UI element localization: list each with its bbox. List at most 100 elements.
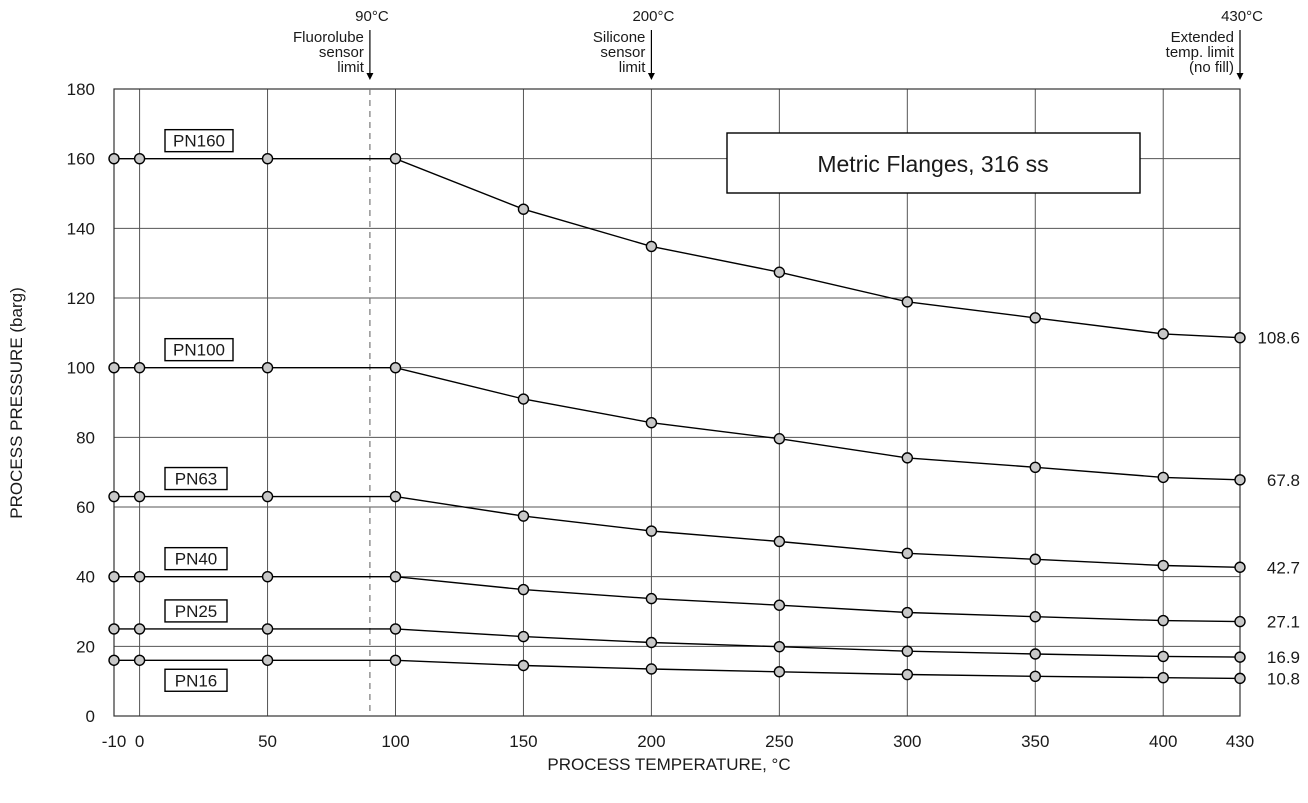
data-point bbox=[1157, 471, 1169, 484]
data-point bbox=[108, 654, 120, 666]
data-point bbox=[773, 266, 786, 278]
axes: -10 0 50 100 150 200 250 300 350 400 430 0 20 40 60 80 1… bbox=[67, 80, 1255, 751]
data-point bbox=[108, 570, 120, 583]
data-point bbox=[517, 630, 530, 643]
limit-description-label: sensor bbox=[600, 44, 645, 61]
data-point bbox=[901, 606, 914, 619]
data-point bbox=[1157, 614, 1169, 627]
x-tick-label: 0 bbox=[135, 732, 144, 751]
x-tick-label: 150 bbox=[509, 732, 537, 751]
limit-description-label: Extended bbox=[1171, 29, 1234, 46]
data-point bbox=[517, 393, 530, 405]
data-point bbox=[517, 510, 530, 522]
series-label: PN25 bbox=[175, 602, 218, 621]
series-line bbox=[114, 576, 1241, 623]
data-point bbox=[1234, 672, 1246, 685]
x-tick-label: 400 bbox=[1149, 732, 1177, 751]
data-point bbox=[1029, 312, 1041, 324]
series-end-value-label: 108.6 bbox=[1257, 329, 1300, 348]
data-point bbox=[645, 663, 658, 675]
data-point bbox=[389, 152, 402, 165]
y-tick-label: 20 bbox=[76, 637, 95, 656]
limit-description-label: limit bbox=[619, 59, 646, 76]
data-point bbox=[133, 570, 146, 583]
y-tick-label: 80 bbox=[76, 428, 95, 447]
series-label-box bbox=[164, 466, 228, 491]
data-point bbox=[773, 640, 786, 653]
y-tick-label: 40 bbox=[76, 568, 95, 587]
data-point bbox=[261, 623, 274, 635]
x-tick-label: 50 bbox=[258, 732, 277, 751]
data-point bbox=[261, 152, 274, 165]
data-point bbox=[108, 623, 120, 635]
x-tick-label: 430 bbox=[1226, 732, 1254, 751]
series-end-value-label: 67.8 bbox=[1267, 471, 1300, 490]
data-point bbox=[517, 583, 530, 596]
y-tick-label: 100 bbox=[67, 359, 95, 378]
data-point bbox=[901, 452, 914, 464]
data-point bbox=[389, 654, 402, 666]
x-axis-title: PROCESS TEMPERATURE, °C bbox=[547, 755, 790, 774]
data-point bbox=[1234, 615, 1246, 628]
series-label: PN63 bbox=[175, 470, 218, 489]
limit-description-label: limit bbox=[337, 59, 364, 76]
series-pn63: PN63 42.7 bbox=[108, 466, 1300, 577]
x-tick-label: 200 bbox=[637, 732, 665, 751]
data-point bbox=[261, 361, 274, 374]
data-point bbox=[261, 654, 274, 666]
y-tick-label: 120 bbox=[67, 289, 95, 308]
data-point bbox=[901, 547, 914, 560]
limit-temperature-label: 200°C bbox=[632, 8, 674, 25]
data-point bbox=[645, 636, 658, 649]
y-tick-label: 160 bbox=[67, 150, 95, 169]
data-point bbox=[1029, 670, 1041, 682]
data-point bbox=[133, 623, 146, 635]
data-point bbox=[108, 490, 120, 503]
series-line bbox=[114, 659, 1241, 680]
limit-description-label: sensor bbox=[319, 44, 364, 61]
series-label-box bbox=[164, 546, 228, 571]
data-point bbox=[1157, 671, 1169, 684]
data-point bbox=[389, 361, 402, 374]
limit-description-label: (no fill) bbox=[1189, 59, 1234, 76]
data-point bbox=[645, 240, 658, 253]
data-point bbox=[133, 490, 146, 503]
data-point bbox=[133, 152, 146, 165]
limit-arrow-icon bbox=[366, 73, 374, 80]
limit-temperature-label: 90°C bbox=[355, 8, 389, 25]
data-point bbox=[389, 490, 402, 503]
data-point bbox=[1157, 559, 1169, 572]
data-point bbox=[1157, 328, 1169, 340]
data-point bbox=[901, 296, 914, 308]
y-axis-title: PROCESS PRESSURE (barg) bbox=[7, 287, 26, 518]
data-point bbox=[901, 645, 914, 657]
data-point bbox=[645, 417, 658, 429]
series-label-box bbox=[164, 128, 234, 153]
data-point bbox=[108, 152, 120, 165]
data-point bbox=[773, 599, 786, 611]
series-end-value-label: 42.7 bbox=[1267, 558, 1300, 577]
data-point bbox=[389, 570, 402, 583]
data-point bbox=[1029, 461, 1041, 473]
series-pn160: PN160 108.6 bbox=[108, 128, 1300, 348]
series-pn16: PN16 10.8 bbox=[108, 654, 1300, 692]
data-point bbox=[517, 659, 530, 672]
series-pn40: PN40 27.1 bbox=[108, 546, 1300, 632]
data-point bbox=[1234, 651, 1246, 663]
series-label: PN100 bbox=[173, 341, 225, 360]
series-label-box bbox=[164, 668, 228, 692]
series-pn100: PN100 67.8 bbox=[108, 337, 1300, 490]
data-point bbox=[1157, 650, 1169, 663]
plot-frame bbox=[113, 88, 1241, 717]
data-point bbox=[645, 525, 658, 537]
data-point bbox=[773, 535, 786, 548]
x-tick-label: 250 bbox=[765, 732, 793, 751]
x-tick-label: 350 bbox=[1021, 732, 1049, 751]
data-point bbox=[1234, 474, 1246, 486]
data-point bbox=[389, 623, 402, 635]
data-point bbox=[517, 203, 530, 215]
data-point bbox=[645, 592, 658, 605]
y-tick-label: 0 bbox=[86, 707, 95, 726]
